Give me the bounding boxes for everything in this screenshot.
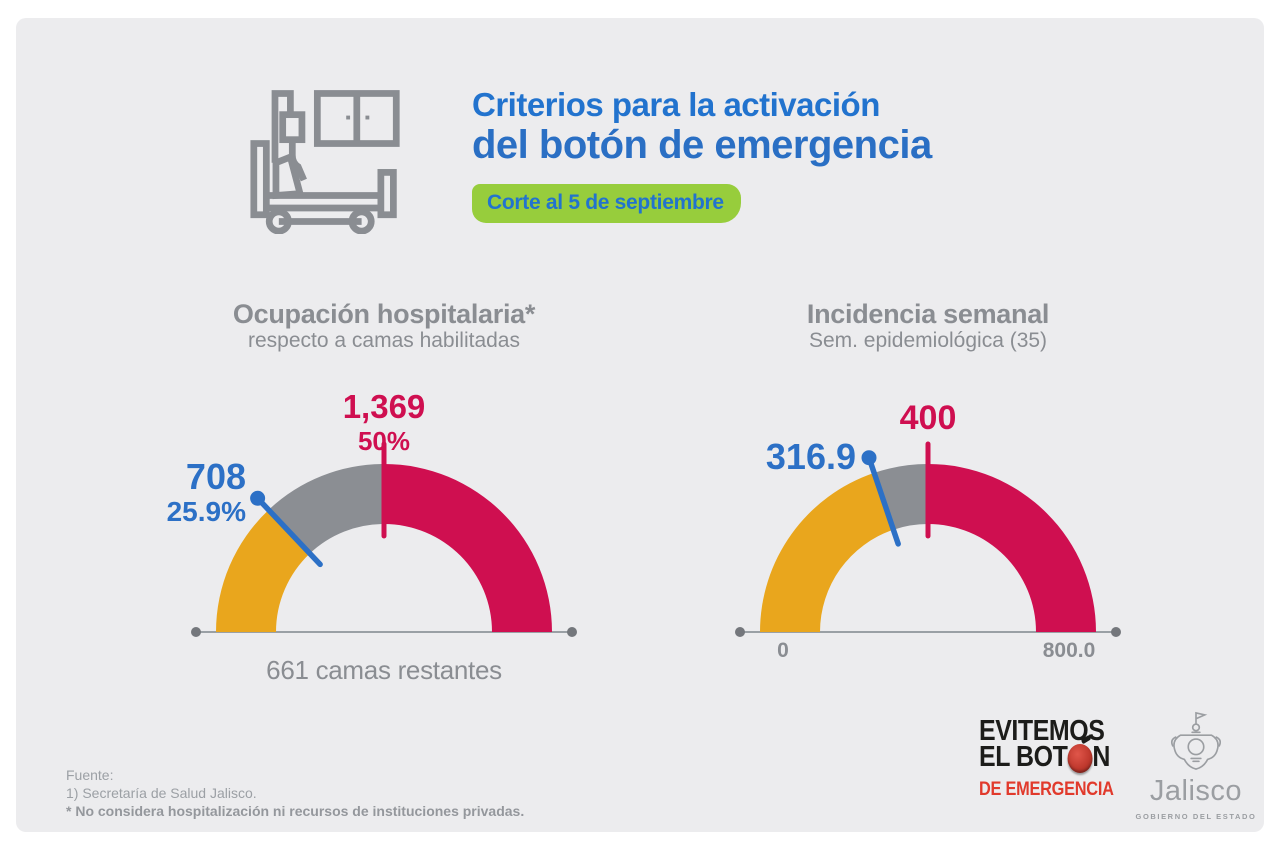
gauge1-subtitle: respecto a camas habilitadas — [248, 329, 520, 352]
jalisco-crest-icon — [1170, 711, 1222, 770]
page-title-line2: del botón de emergencia — [472, 123, 932, 167]
page-title-line1: Criterios para la activación — [472, 86, 880, 123]
gauge2-title: Incidencia semanal — [806, 299, 1050, 329]
source-item: 1) Secretaría de Salud Jalisco. — [66, 785, 257, 801]
gauge1-axis-note: 661 camas restantes — [266, 655, 502, 685]
date-cutoff-badge: Corte al 5 de septiembre — [472, 184, 741, 223]
infographic-card: Criterios para la activación del botón d… — [16, 18, 1264, 832]
source-disclaimer: * No considera hospitalización ni recurs… — [66, 803, 525, 819]
gauge1-value-number: 708 — [185, 456, 246, 497]
gauge2-subtitle: Sem. epidemiológica (35) — [808, 329, 1048, 352]
jalisco-logo: Jalisco GOBIERNO DEL ESTADO — [1134, 710, 1258, 821]
gauge1-threshold-percent: 50% — [357, 426, 411, 456]
source-notes: Fuente: 1) Secretaría de Salud Jalisco. … — [66, 766, 524, 820]
gauge2-threshold-label: 400 — [899, 399, 957, 437]
gauge1-title: Ocupación hospitalaria* — [232, 299, 536, 329]
gauge2-value-label: 316.9 — [765, 436, 856, 477]
gauge2-axis-max: 800.0 — [1042, 639, 1096, 662]
gauge1-threshold-number: 1,369 — [342, 388, 426, 425]
jalisco-subtitle: GOBIERNO DEL ESTADO — [1135, 812, 1257, 821]
campaign-logo: EVITEMOS EL BOT N DE EMERGENCIA — [979, 717, 1117, 801]
gauge2-weekly-incidence — [735, 441, 1121, 637]
campaign-line2-pre: EL BOT — [979, 741, 1068, 773]
campaign-line2: EL BOT N — [979, 734, 1117, 773]
source-label: Fuente: — [66, 767, 114, 783]
gauge1-threshold-label: 1,369 50% — [284, 390, 484, 454]
campaign-line3: DE EMERGENCIA — [979, 779, 1114, 800]
gauge1-hospital-occupancy — [191, 441, 577, 637]
jalisco-name: Jalisco — [1149, 775, 1243, 807]
gauge1-value-label: 708 25.9% — [106, 459, 246, 526]
gauge1-value-percent: 25.9% — [166, 496, 246, 527]
emergency-button-icon — [1067, 734, 1093, 773]
gauge2-axis-min: 0 — [777, 639, 789, 662]
campaign-line2-post: N — [1092, 741, 1110, 773]
hospital-bed-icon — [250, 90, 400, 234]
